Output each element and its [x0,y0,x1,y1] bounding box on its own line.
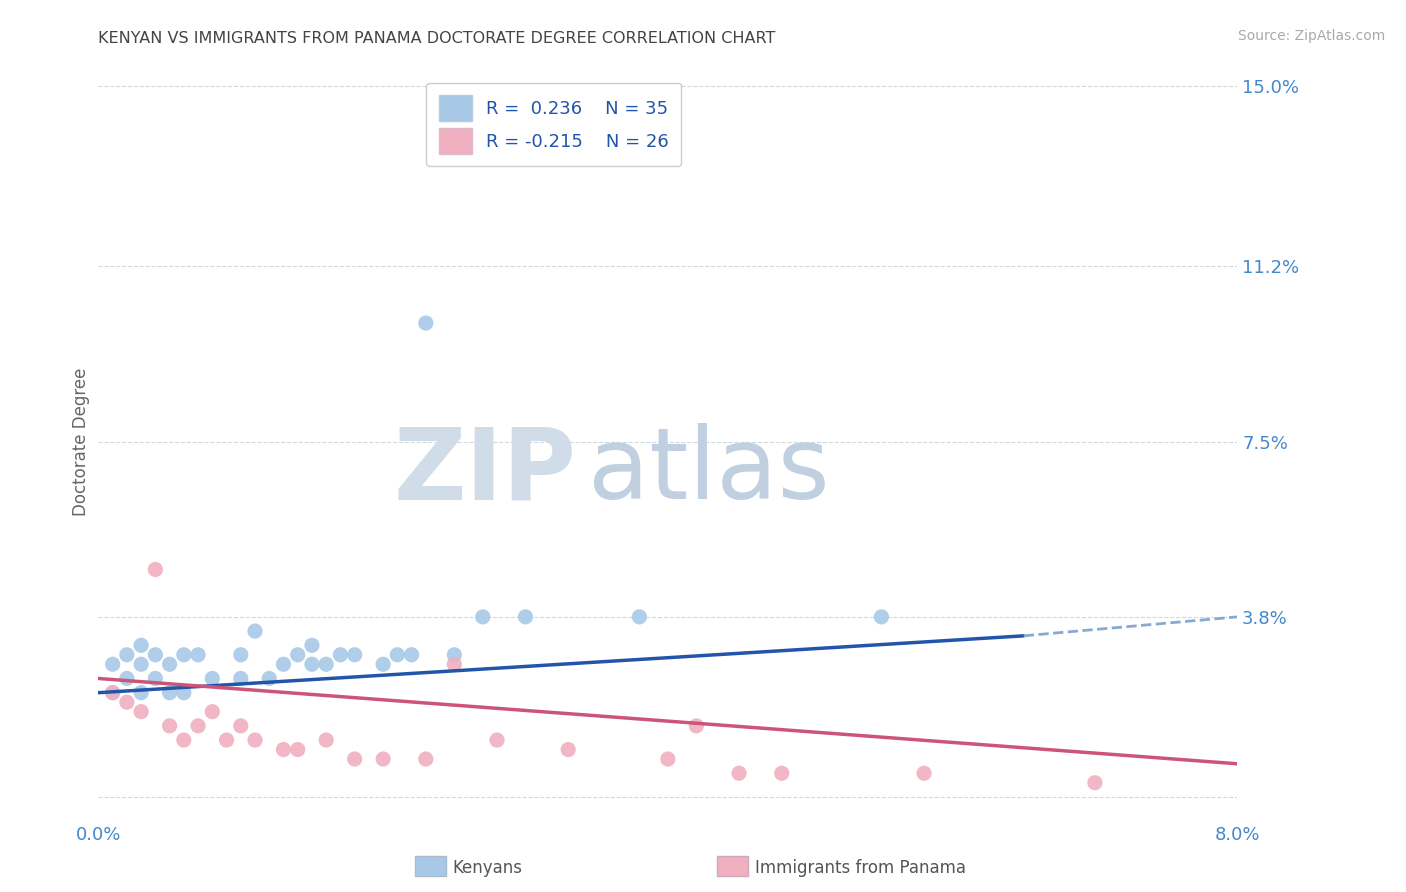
Point [371,657,394,672]
Point [173,648,195,662]
Point [129,638,152,652]
Point [229,672,252,686]
Point [371,752,394,766]
Point [415,752,437,766]
Point [101,686,124,700]
Text: KENYAN VS IMMIGRANTS FROM PANAMA DOCTORATE DEGREE CORRELATION CHART: KENYAN VS IMMIGRANTS FROM PANAMA DOCTORA… [98,31,776,46]
Point [657,752,679,766]
Point [243,733,266,747]
Point [173,686,195,700]
Point [343,648,366,662]
Point [486,733,509,747]
Point [129,686,152,700]
Point [301,638,323,652]
Point [201,705,224,719]
Point [287,742,309,756]
Point [628,610,651,624]
Point [685,719,707,733]
Point [415,316,437,330]
Point [173,733,195,747]
Text: ZIP: ZIP [394,424,576,520]
Point [145,672,167,686]
Point [315,657,337,672]
Point [273,657,295,672]
Y-axis label: Doctorate Degree: Doctorate Degree [72,368,90,516]
Point [870,610,893,624]
Point [259,672,281,686]
Legend: R =  0.236    N = 35, R = -0.215    N = 26: R = 0.236 N = 35, R = -0.215 N = 26 [426,83,682,167]
Point [115,695,138,709]
Point [287,648,309,662]
Point [1084,776,1107,790]
Point [187,719,209,733]
Point [159,686,181,700]
Point [243,624,266,639]
Point [229,648,252,662]
Point [145,648,167,662]
Point [443,648,465,662]
Point [101,686,124,700]
Point [301,657,323,672]
Point [115,672,138,686]
Point [401,648,423,662]
Point [159,719,181,733]
Point [728,766,751,780]
Point [229,719,252,733]
Point [129,657,152,672]
Point [187,648,209,662]
Point [215,733,238,747]
Point [770,766,793,780]
Point [159,657,181,672]
Point [201,672,224,686]
Point [387,648,409,662]
Point [329,648,352,662]
Point [273,742,295,756]
Point [557,742,579,756]
Point [129,705,152,719]
Point [471,610,494,624]
Point [912,766,935,780]
Point [101,657,124,672]
Text: Source: ZipAtlas.com: Source: ZipAtlas.com [1237,29,1385,43]
Point [515,610,537,624]
Point [115,648,138,662]
Point [343,752,366,766]
Text: Immigrants from Panama: Immigrants from Panama [755,859,966,877]
Point [443,657,465,672]
Point [145,562,167,576]
Text: atlas: atlas [588,424,830,520]
Point [315,733,337,747]
Text: Kenyans: Kenyans [453,859,523,877]
